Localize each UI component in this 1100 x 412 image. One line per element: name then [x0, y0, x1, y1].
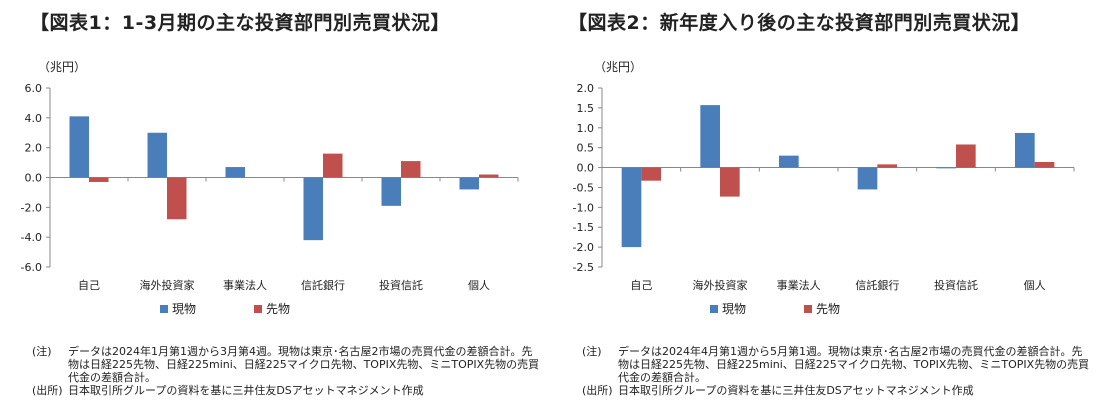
x-category-label: 投資信託 — [379, 278, 423, 292]
bar-futures — [401, 161, 421, 178]
bar-futures — [641, 167, 661, 181]
legend-swatch-spot — [160, 304, 168, 313]
legend-label: 先物 — [266, 302, 291, 316]
chart-panel-1: 【図表1：1-3月期の主な投資部門別売買状況】 （兆円） 6.0 4.0 2.0 0.… — [21, 12, 542, 397]
bar-spot — [621, 167, 642, 248]
source-text: 日本取引所グループの資料を基に三井住友DSアセットマネジメント作成 — [618, 384, 974, 397]
source-label: (出所) — [582, 384, 613, 397]
source-row: (出所) 日本取引所グループの資料を基に三井住友DSアセットマネジメント作成 — [582, 384, 1092, 397]
note-text: データは2024年1月第1週から3月第4週。現物は東京･名古屋2市場の売買代金の… — [68, 345, 540, 384]
chart-title: 【図表2：新年度入り後の主な投資部門別売買状況】 — [568, 12, 1031, 34]
legend: 現物 先物 — [710, 300, 840, 317]
bar-spot — [459, 177, 479, 190]
y-tick-label: 0.0 — [25, 172, 43, 185]
y-tick-label: -0.5 — [573, 181, 594, 194]
legend-swatch-futures — [254, 304, 263, 313]
x-category-label: 信託銀行 — [301, 278, 345, 292]
note-label: (注) — [582, 345, 602, 358]
x-category-label: 海外投資家 — [693, 278, 748, 292]
x-category-label: 自己 — [78, 279, 100, 292]
source-label: (出所) — [32, 384, 63, 397]
bar-spot — [1015, 132, 1035, 168]
legend-swatch-spot — [710, 304, 718, 313]
y-tick-label: 0.5 — [577, 142, 595, 155]
x-category-label: 事業法人 — [777, 278, 821, 292]
y-axis-unit: （兆円） — [594, 60, 643, 74]
y-tick-label: -2.5 — [573, 261, 594, 274]
legend-label: 先物 — [816, 302, 841, 316]
y-axis-unit: （兆円） — [38, 60, 87, 74]
note-row: (注) データは2024年4月第1週から5月第1週。現物は東京･名古屋2市場の売… — [582, 345, 1092, 384]
footnotes: (注) データは2024年4月第1週から5月第1週。現物は東京･名古屋2市場の売… — [582, 345, 1092, 397]
y-tick-label: -4.0 — [21, 231, 42, 244]
y-tick-label: -2.0 — [21, 201, 42, 214]
legend-item-spot: 現物 — [160, 300, 196, 317]
y-tick-label: 1.0 — [577, 122, 595, 135]
bar-spot — [936, 167, 956, 169]
bar-spot — [69, 116, 89, 178]
bar-futures — [1034, 161, 1055, 168]
source-text: 日本取引所グループの資料を基に三井住友DSアセットマネジメント作成 — [68, 384, 424, 397]
bar-spot — [779, 155, 799, 168]
bar-chart: 6.0 4.0 2.0 0.0 -2.0 -4.0 -6.0 自己 海外投資家 事業法人 信託銀行 投… — [21, 82, 519, 292]
y-tick-label: 1.5 — [577, 102, 595, 115]
x-category-label: 信託銀行 — [855, 278, 899, 292]
y-tick-label: -1.5 — [573, 221, 594, 234]
x-category-label: 個人 — [1024, 279, 1046, 292]
bar-futures — [877, 164, 897, 168]
bar-spot — [225, 167, 245, 178]
bar-spot — [381, 177, 401, 206]
note-label: (注) — [32, 345, 52, 358]
legend-label: 現物 — [172, 302, 197, 316]
bar-chart: 2.0 1.5 1.0 0.5 0.0 -0.5 -1.0 -1.5 -2.0 -2.5 自己 海外投… — [573, 82, 1075, 292]
legend-item-spot: 現物 — [710, 300, 746, 317]
legend: 現物 先物 — [160, 300, 290, 317]
bar-futures — [479, 174, 499, 178]
bar-futures — [956, 144, 976, 168]
bar-futures — [89, 177, 109, 182]
chart-title: 【図表1：1-3月期の主な投資部門別売買状況】 — [30, 12, 451, 34]
x-category-label: 事業法人 — [223, 278, 267, 292]
y-tick-label: -2.0 — [573, 241, 594, 254]
source-row: (出所) 日本取引所グループの資料を基に三井住友DSアセットマネジメント作成 — [32, 384, 542, 397]
bar-spot — [857, 167, 878, 190]
y-tick-label: 0.0 — [577, 162, 595, 175]
chart-panel-2: 【図表2：新年度入り後の主な投資部門別売買状況】 （兆円） 2.0 1.5 1.0 0… — [550, 0, 1100, 412]
bar-futures — [323, 153, 343, 178]
y-tick-label: -1.0 — [573, 201, 594, 214]
y-tick-label: 4.0 — [25, 112, 43, 125]
y-tick-label: 2.0 — [25, 142, 43, 155]
y-tick-label: 2.0 — [577, 82, 595, 95]
x-category-label: 個人 — [468, 279, 490, 292]
bar-futures — [167, 177, 187, 220]
legend-item-futures: 先物 — [254, 300, 290, 317]
legend-item-futures: 先物 — [804, 300, 840, 317]
x-category-label: 海外投資家 — [140, 278, 195, 292]
legend-label: 現物 — [722, 302, 747, 316]
y-tick-label: 6.0 — [25, 82, 43, 95]
bar-spot — [303, 177, 323, 241]
note-row: (注) データは2024年1月第1週から3月第4週。現物は東京･名古屋2市場の売… — [32, 345, 542, 384]
bar-futures — [720, 167, 740, 197]
x-category-label: 投資信託 — [934, 278, 978, 292]
note-text: データは2024年4月第1週から5月第1週。現物は東京･名古屋2市場の売買代金の… — [618, 345, 1090, 384]
bar-spot — [700, 105, 720, 168]
y-tick-label: -6.0 — [21, 261, 42, 274]
legend-swatch-futures — [804, 304, 813, 313]
bar-spot — [147, 132, 167, 178]
footnotes: (注) データは2024年1月第1週から3月第4週。現物は東京･名古屋2市場の売… — [32, 345, 542, 397]
x-category-label: 自己 — [630, 279, 652, 292]
